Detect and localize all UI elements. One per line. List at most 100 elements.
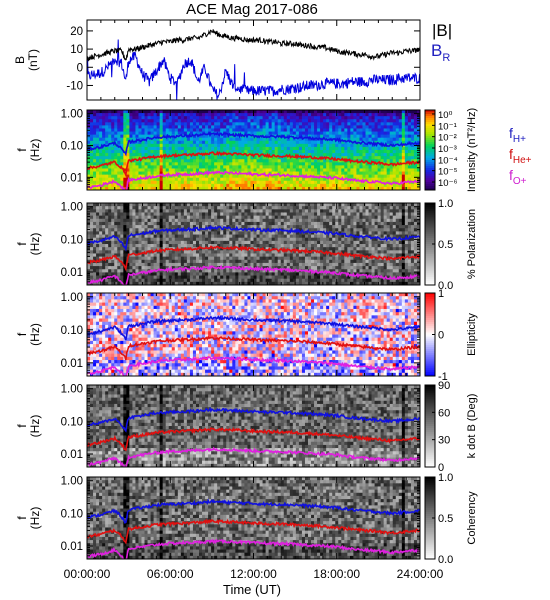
spectrogram-cell xyxy=(277,113,282,117)
spectrogram-cell xyxy=(135,231,139,235)
spectrogram-cell xyxy=(168,240,173,245)
spectrogram-cell xyxy=(304,140,309,145)
spectrogram-cell xyxy=(156,143,161,148)
spectrogram-cell xyxy=(159,183,164,188)
spectrogram-cell xyxy=(132,250,136,254)
spectrogram-cell xyxy=(159,256,164,261)
spectrogram-cell xyxy=(132,206,136,210)
spectrogram-cell xyxy=(171,244,176,248)
spectrogram-cell xyxy=(105,206,109,210)
spectrogram-cell xyxy=(280,110,285,114)
spectrogram-cell xyxy=(286,231,291,235)
spectrogram-cell xyxy=(311,140,315,145)
spectrogram-cell xyxy=(214,186,218,190)
spectrogram-cell xyxy=(192,231,197,235)
spectrogram-cell xyxy=(244,215,248,220)
spectrogram-cell xyxy=(165,278,170,283)
spectrogram-cell xyxy=(159,128,164,132)
spectrogram-cell xyxy=(404,174,409,179)
spectrogram-cell xyxy=(147,122,151,126)
spectrogram-cell xyxy=(274,253,279,258)
spectrogram-cell xyxy=(93,156,97,160)
spectrogram-cell xyxy=(120,150,124,154)
spectrogram-cell xyxy=(214,215,218,220)
spectrogram-cell xyxy=(235,240,239,245)
spectrogram-cell xyxy=(87,140,91,145)
spectrogram-cell xyxy=(389,125,394,129)
spectrogram-cell xyxy=(286,206,291,210)
spectrogram-cell xyxy=(374,186,379,190)
spectrogram-cell xyxy=(102,244,106,248)
spectrogram-cell xyxy=(99,156,103,160)
spectrogram-cell xyxy=(144,262,148,267)
spectrogram-cell xyxy=(129,221,133,226)
spectrogram-cell xyxy=(407,113,412,117)
spectrogram-cell xyxy=(277,278,282,283)
spectrogram-cell xyxy=(307,140,312,145)
spectrogram-cell xyxy=(262,125,267,129)
spectrogram-cell xyxy=(301,247,306,251)
spectrogram-cell xyxy=(353,116,357,120)
spectrogram-cell xyxy=(144,215,148,220)
spectrogram-cell xyxy=(380,153,385,157)
spectrogram-cell xyxy=(132,137,136,142)
spectrogram-cell xyxy=(189,150,194,154)
spectrogram-cell xyxy=(96,159,100,163)
spectrogram-cell xyxy=(129,125,133,129)
spectrogram-cell xyxy=(265,125,270,129)
spectrogram-cell xyxy=(253,113,257,117)
spectrogram-cell xyxy=(410,137,415,142)
spectrogram-cell xyxy=(189,240,194,245)
spectrogram-cell xyxy=(332,153,336,157)
spectrogram-cell xyxy=(301,203,306,207)
spectrogram-cell xyxy=(96,221,100,226)
spectrogram-cell xyxy=(189,140,194,145)
spectrogram-cell xyxy=(265,168,270,172)
spectrogram-cell xyxy=(189,116,194,120)
spectrogram-cell xyxy=(162,146,167,151)
spectrogram-cell xyxy=(226,174,230,179)
spectrogram-cell xyxy=(180,212,185,217)
spectrogram-cell xyxy=(350,137,354,142)
spectrogram-cell xyxy=(301,110,306,114)
spectrogram-cell xyxy=(174,250,179,254)
spectrogram-cell xyxy=(268,275,273,280)
spectrogram-cell xyxy=(238,218,242,223)
spectrogram-cell xyxy=(365,162,369,166)
spectrogram-cell xyxy=(253,262,257,267)
spectrogram-cell xyxy=(229,221,233,226)
spectrogram-cell xyxy=(298,180,303,185)
spectrogram-cell xyxy=(274,110,279,114)
spectrogram-cell xyxy=(195,177,200,182)
spectrogram-cell xyxy=(150,262,154,267)
spectrogram-cell xyxy=(286,140,291,145)
spectrogram-cell xyxy=(120,278,124,283)
spectrogram-cell xyxy=(247,253,251,258)
spectrogram-cell xyxy=(153,253,158,258)
spectrogram-cell xyxy=(410,168,415,172)
spectrogram-cell xyxy=(238,162,242,166)
spectrogram-cell xyxy=(416,122,420,126)
spectrogram-cell xyxy=(398,177,403,182)
spectrogram-cell xyxy=(314,165,318,169)
spectrogram-cell xyxy=(392,110,397,114)
spectrogram-cell xyxy=(350,165,354,169)
spectrogram-cell xyxy=(265,140,270,145)
spectrogram-cell xyxy=(395,159,400,163)
spectrogram-cell xyxy=(289,162,294,166)
spectrogram-cell xyxy=(271,143,276,148)
spectrogram-cell xyxy=(268,165,273,169)
spectrogram-cell xyxy=(165,116,170,120)
spectrogram-cell xyxy=(180,186,185,190)
spectrogram-cell xyxy=(102,262,106,267)
spectrogram-cell xyxy=(407,171,412,176)
spectrogram-cell xyxy=(341,125,345,129)
spectrogram-cell xyxy=(271,250,276,254)
spectrogram-cell xyxy=(186,240,191,245)
spectrogram-cell xyxy=(235,137,239,142)
spectrogram-cell xyxy=(165,165,170,169)
spectrogram-cell xyxy=(199,128,203,132)
spectrogram-cell xyxy=(174,253,179,258)
spectrogram-cell xyxy=(117,272,121,276)
spectrogram-cell xyxy=(153,113,158,117)
